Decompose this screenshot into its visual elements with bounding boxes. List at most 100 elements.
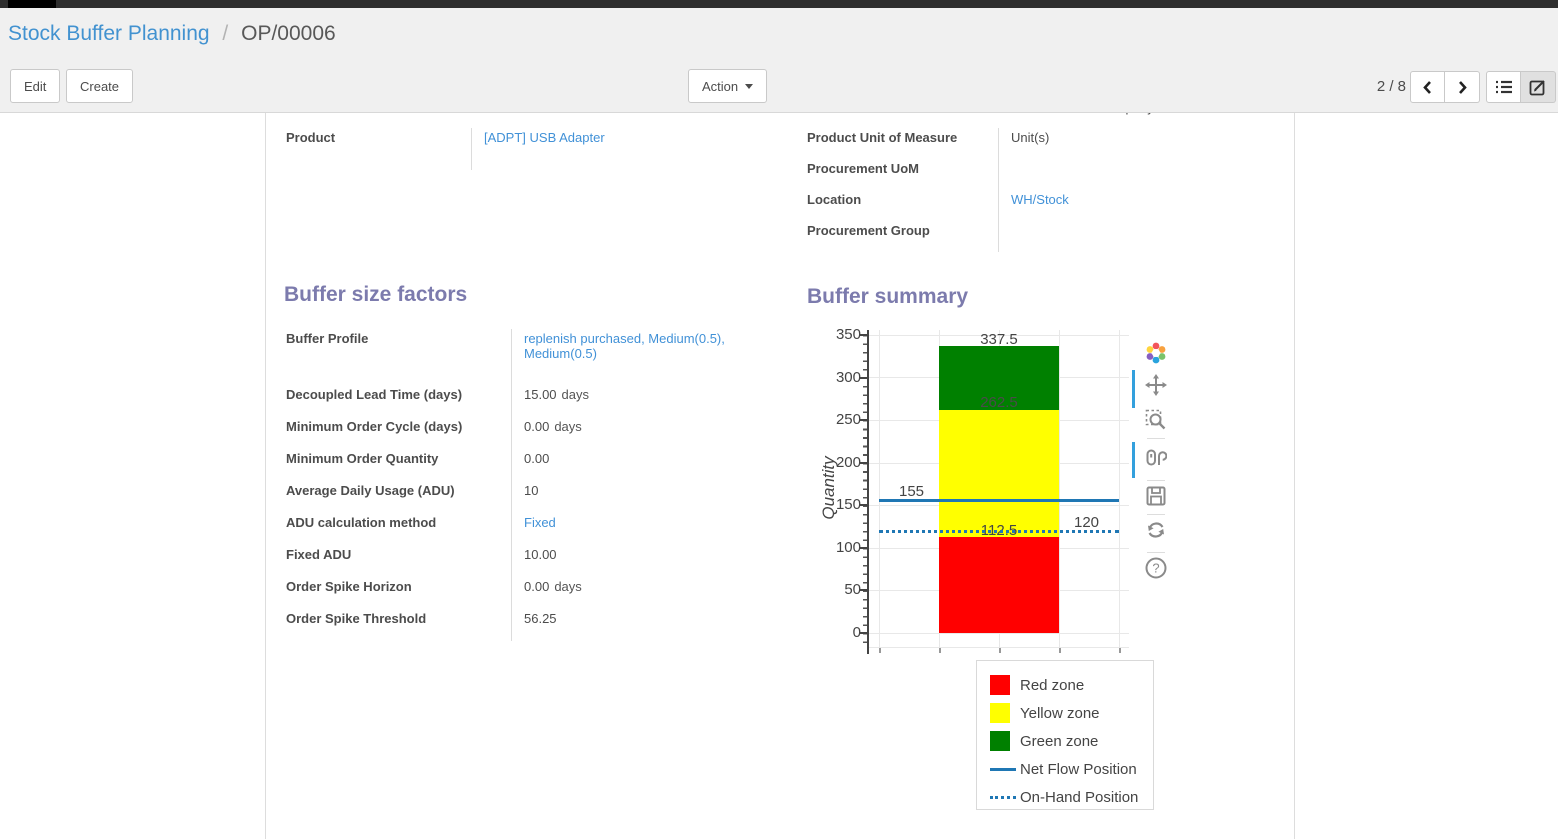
- location-field-label: Location: [807, 192, 862, 207]
- field-row-dlt: Decoupled Lead Time (days) 15.00 days: [286, 385, 766, 417]
- fixed-adu-label: Fixed ADU: [286, 547, 352, 562]
- pager-previous-button[interactable]: [1410, 71, 1445, 103]
- y-major-tick: [859, 334, 867, 336]
- gridline: [879, 330, 880, 647]
- buffer-summary-title: Buffer summary: [807, 285, 969, 308]
- y-tick: 0: [852, 624, 861, 641]
- y-major-tick: [859, 377, 867, 379]
- reset-axes-icon[interactable]: [1144, 518, 1168, 542]
- buffer-size-factors-group: Buffer Profile replenish purchased, Medi…: [286, 329, 766, 641]
- buffer-profile-link[interactable]: replenish purchased, Medium(0.5), Medium…: [524, 331, 725, 361]
- save-icon[interactable]: [1144, 484, 1168, 508]
- form-view-button[interactable]: [1521, 71, 1556, 103]
- field-row-location: Location WH/Stock: [807, 190, 1277, 221]
- dotted-line-swatch-icon: [990, 795, 1016, 799]
- pan-icon[interactable]: [1144, 373, 1168, 397]
- field-row-adu: Average Daily Usage (ADU) 10: [286, 481, 766, 513]
- help-icon[interactable]: ?: [1144, 556, 1168, 580]
- modebar-separator: [1147, 480, 1165, 481]
- plotly-logo-icon[interactable]: [1144, 341, 1168, 365]
- green-swatch-icon: [990, 731, 1010, 751]
- legend-label: Yellow zone: [1020, 704, 1100, 722]
- spike-threshold-label: Order Spike Threshold: [286, 611, 427, 626]
- modebar-active-indicator: [1132, 442, 1135, 478]
- y-major-tick: [859, 632, 867, 634]
- legend-item-on-hand-position[interactable]: On-Hand Position: [977, 783, 1153, 811]
- y-tick: 300: [835, 369, 861, 386]
- legend-item-green-zone[interactable]: Green zone: [977, 727, 1153, 755]
- y-major-tick: [859, 419, 867, 421]
- modebar-separator: [1147, 514, 1165, 515]
- dlt-unit: days: [561, 387, 590, 402]
- gridline: [1059, 330, 1060, 647]
- product-link[interactable]: [ADPT] USB Adapter: [484, 130, 605, 145]
- field-row-moc: Minimum Order Cycle (days) 0.00 days: [286, 417, 766, 449]
- modebar-separator: [1147, 438, 1165, 439]
- box-zoom-icon[interactable]: [1144, 408, 1168, 432]
- buffer-summary-chart[interactable]: Quantity 350 300 250 200 150 100 50 0: [819, 318, 1191, 663]
- y-tick: 350: [835, 326, 861, 343]
- clipped-top-field: company: [1101, 113, 1294, 118]
- moq-label: Minimum Order Quantity: [286, 451, 439, 466]
- moc-value: 0.00: [524, 419, 550, 434]
- modebar-separator: [1147, 552, 1165, 553]
- create-button[interactable]: Create: [66, 69, 134, 103]
- y-tick: 200: [835, 454, 861, 471]
- adu-value: 10: [524, 483, 539, 498]
- y-major-tick: [859, 504, 867, 506]
- green-zone-bar: [939, 346, 1059, 410]
- logistics-group: Product Unit of Measure Unit(s) Procurem…: [807, 128, 1277, 252]
- x-tick: [1119, 648, 1121, 653]
- net-flow-position-value: 155: [899, 483, 925, 500]
- field-row-moq: Minimum Order Quantity 0.00: [286, 449, 766, 481]
- pager-next-button[interactable]: [1445, 71, 1480, 103]
- list-view-button[interactable]: [1486, 71, 1521, 103]
- buffer-size-factors-title: Buffer size factors: [284, 283, 468, 306]
- product-field-label: Product: [286, 130, 336, 145]
- on-hand-position-value: 120: [1074, 514, 1100, 531]
- gridline: [1119, 330, 1120, 647]
- field-row-buffer-profile: Buffer Profile replenish purchased, Medi…: [286, 329, 766, 385]
- spike-horizon-unit: days: [554, 579, 582, 594]
- dlt-value: 15.00: [524, 387, 557, 402]
- on-hand-position-line: [879, 530, 1119, 533]
- legend-label: Green zone: [1020, 732, 1099, 750]
- field-row-uom: Product Unit of Measure Unit(s): [807, 128, 1277, 159]
- pager-value: 2 / 8: [1376, 78, 1406, 95]
- red-zone-bar: [939, 537, 1059, 633]
- plot-area[interactable]: 337.5 262.5 112.5 155 120: [869, 330, 1129, 653]
- chevron-left-icon: [1423, 80, 1431, 94]
- svg-text:?: ?: [1152, 561, 1159, 576]
- breadcrumb: Stock Buffer Planning / OP/00006: [8, 20, 336, 48]
- y-tick: 250: [835, 411, 861, 428]
- solid-line-swatch-icon: [990, 767, 1016, 771]
- x-tick: [939, 648, 941, 653]
- y-axis-label: Quantity: [819, 456, 838, 520]
- legend-item-red-zone[interactable]: Red zone: [977, 671, 1153, 699]
- breadcrumb-parent-link[interactable]: Stock Buffer Planning: [8, 22, 210, 45]
- x-tick: [999, 648, 1001, 653]
- legend-label: On-Hand Position: [1020, 788, 1139, 806]
- adu-method-label: ADU calculation method: [286, 515, 437, 530]
- list-view-icon: [1495, 80, 1512, 94]
- compare-data-on-hover-icon[interactable]: [1144, 446, 1168, 470]
- y-tick: 150: [835, 496, 861, 513]
- legend-item-yellow-zone[interactable]: Yellow zone: [977, 699, 1153, 727]
- modebar-active-indicator: [1132, 370, 1135, 408]
- yellow-zone-top-label: 262.5: [980, 394, 1018, 411]
- legend-item-net-flow-position[interactable]: Net Flow Position: [977, 755, 1153, 783]
- edit-button[interactable]: Edit: [10, 69, 61, 103]
- action-dropdown-button[interactable]: Action: [688, 69, 768, 103]
- chart-legend: Red zone Yellow zone Green zone Net Flow…: [976, 660, 1154, 810]
- uom-value: Unit(s): [1011, 130, 1050, 145]
- chevron-right-icon: [1458, 80, 1467, 94]
- location-link[interactable]: WH/Stock: [1011, 192, 1069, 207]
- pager-buttons: [1410, 71, 1480, 103]
- product-group: Product [ADPT] USB Adapter: [286, 128, 766, 170]
- green-zone-top-label: 337.5: [980, 331, 1018, 348]
- spike-horizon-value: 0.00: [524, 579, 550, 594]
- moc-label: Minimum Order Cycle (days): [286, 419, 463, 434]
- adu-method-link[interactable]: Fixed: [524, 515, 556, 530]
- yellow-zone-bar: [939, 410, 1059, 537]
